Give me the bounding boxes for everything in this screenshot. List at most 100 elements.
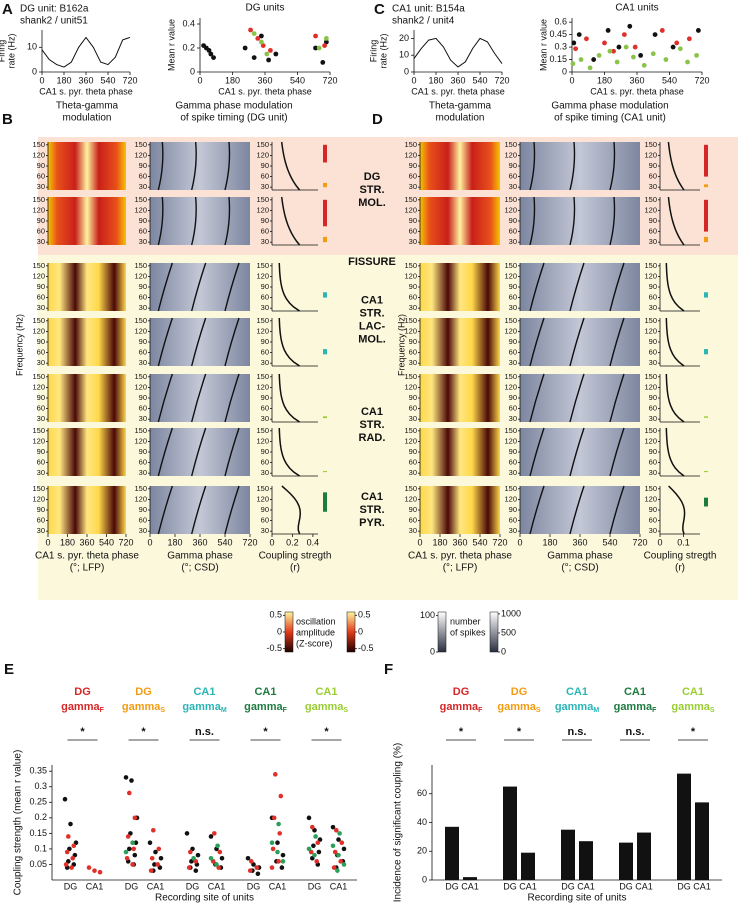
group-label: DG bbox=[135, 686, 152, 698]
spike-phase-ridge bbox=[224, 141, 231, 191]
y-tick-label: 60 bbox=[139, 404, 147, 413]
unit-point bbox=[195, 852, 201, 858]
y-tick-label: 30 bbox=[37, 526, 45, 535]
y-tick-label: 120 bbox=[404, 494, 417, 503]
y-tick-label: 90 bbox=[139, 216, 147, 225]
frequency-band bbox=[323, 292, 327, 298]
unit-point bbox=[188, 849, 193, 855]
y-tick-label: 90 bbox=[649, 161, 657, 170]
theta-gamma-heatmap bbox=[420, 142, 500, 190]
y-tick-label: 90 bbox=[261, 447, 269, 456]
spike-phase-ridge bbox=[569, 427, 585, 477]
theta-gamma-heatmap bbox=[420, 374, 500, 422]
y-tick-label: 120 bbox=[134, 271, 147, 280]
y-tick-label: 60 bbox=[649, 516, 657, 525]
y-tick-label: 60 bbox=[37, 172, 45, 181]
spike-phase-ridge bbox=[157, 317, 173, 367]
spike-phase-ridge bbox=[609, 317, 625, 367]
x-tick-label: 360 bbox=[572, 537, 587, 547]
y-tick-label: 120 bbox=[134, 326, 147, 335]
y-tick-label: 40 bbox=[417, 817, 427, 827]
unit-point bbox=[323, 36, 329, 41]
coupling-curve bbox=[278, 427, 301, 477]
unit-point bbox=[266, 57, 272, 63]
y-tick-label: 90 bbox=[649, 447, 657, 456]
spike-phase-ridge bbox=[190, 427, 207, 477]
y-tick-label: 120 bbox=[32, 436, 45, 445]
spike-phase-ridge bbox=[224, 262, 240, 312]
y-tick-label: 120 bbox=[644, 436, 657, 445]
x-tick-label: 720 bbox=[694, 75, 709, 85]
y-tick-label: 0.1 bbox=[34, 843, 47, 853]
x-tick-label: CA1 bbox=[519, 881, 537, 891]
y-tick-label: 120 bbox=[134, 205, 147, 214]
y-tick-label: 60 bbox=[409, 348, 417, 357]
x-tick-label: 180 bbox=[432, 537, 447, 547]
unit-point bbox=[123, 775, 129, 780]
y-tick-label: 120 bbox=[404, 436, 417, 445]
bar bbox=[677, 773, 691, 880]
y-tick-label: 150 bbox=[134, 195, 147, 204]
unit-point bbox=[70, 855, 75, 861]
unit-point bbox=[280, 859, 286, 864]
x-tick-label: DG bbox=[445, 881, 459, 891]
x-tick-label: 0 bbox=[517, 537, 522, 547]
y-tick-label: 90 bbox=[139, 282, 147, 291]
unit-point bbox=[132, 815, 138, 821]
y-tick-label: 150 bbox=[644, 261, 657, 270]
spike-phase-ridge bbox=[157, 373, 173, 423]
unit-point bbox=[133, 840, 139, 846]
spike-phase-ridge bbox=[569, 196, 576, 246]
y-axis-label: rate (Hz) bbox=[6, 33, 16, 68]
x-tick-label: 0 bbox=[569, 75, 574, 85]
y-tick-label: 90 bbox=[509, 216, 517, 225]
spike-phase-ridge bbox=[569, 262, 585, 312]
group-label-sub: F bbox=[283, 707, 288, 714]
x-tick-label: DG bbox=[677, 881, 691, 891]
x-tick-label: 360 bbox=[192, 537, 207, 547]
x-axis-label: CA1 s. pyr. theta phase bbox=[590, 86, 684, 96]
unit-point bbox=[277, 831, 283, 836]
colorbar-tick-label: -0.5 bbox=[266, 643, 282, 653]
x-tick-label: 720 bbox=[494, 75, 509, 85]
gamma-phase-heatmap bbox=[150, 428, 250, 476]
colorbar-label: (Z-score) bbox=[296, 638, 333, 648]
rate-line bbox=[41, 36, 131, 68]
unit-point bbox=[652, 32, 658, 38]
x-tick-label: DG bbox=[619, 881, 633, 891]
layer-label: STR. bbox=[359, 419, 384, 431]
group-label: CA1 bbox=[254, 686, 276, 698]
unit-point bbox=[310, 824, 315, 830]
y-tick-label: 150 bbox=[134, 261, 147, 270]
y-tick-label: 120 bbox=[404, 271, 417, 280]
significance-label: * bbox=[459, 726, 464, 738]
group-label-main: gamma bbox=[440, 701, 479, 713]
spike-phase-ridge bbox=[529, 373, 545, 423]
group-label: gammaF bbox=[614, 701, 658, 714]
x-tick-label: 720 bbox=[118, 537, 133, 547]
y-tick-label: 60 bbox=[139, 293, 147, 302]
frequency-band bbox=[323, 144, 327, 163]
y-tick-label: 60 bbox=[509, 227, 517, 236]
x-tick-label: 180 bbox=[542, 537, 557, 547]
x-tick-label: 360 bbox=[257, 75, 272, 85]
y-axis-label: rate (Hz) bbox=[378, 33, 388, 68]
unit-title: DG unit: B162a bbox=[20, 4, 89, 15]
bar bbox=[579, 841, 593, 880]
y-tick-label: 30 bbox=[261, 526, 269, 535]
bar bbox=[561, 829, 575, 880]
y-tick-label: 90 bbox=[409, 337, 417, 346]
unit-point bbox=[129, 778, 134, 783]
unit-point bbox=[650, 51, 656, 57]
frequency-band bbox=[323, 236, 327, 243]
y-tick-label: 60 bbox=[261, 293, 269, 302]
layer-label: LAC- bbox=[359, 320, 386, 332]
y-tick-label: 150 bbox=[256, 195, 269, 204]
spike-phase-ridge bbox=[609, 262, 625, 312]
colorbar bbox=[489, 611, 499, 653]
y-tick-label: 10 bbox=[399, 50, 409, 60]
y-tick-label: 60 bbox=[37, 516, 45, 525]
colorbar bbox=[346, 611, 356, 653]
unit-point bbox=[127, 846, 132, 852]
unit-point bbox=[322, 43, 327, 48]
